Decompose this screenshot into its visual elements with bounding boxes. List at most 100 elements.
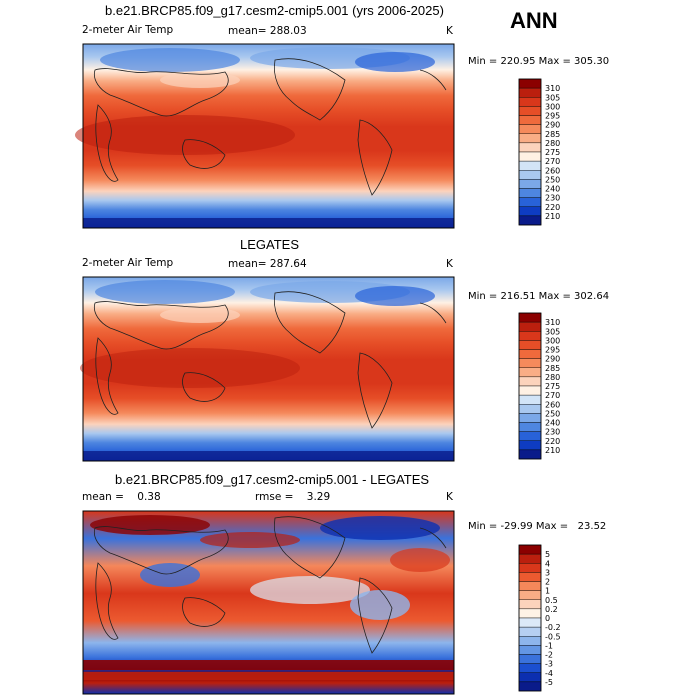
colorbar-diff-frame: [518, 544, 542, 692]
colorbar-obs-tick-label: 300: [545, 336, 560, 345]
panel-2-variable-label: 2-meter Air Temp: [82, 257, 174, 269]
panel-3-minmax: Min = -29.99 Max = 23.52: [468, 521, 607, 532]
colorbar-diff-swatch: [518, 654, 542, 664]
colorbar-obs-swatch: [518, 449, 542, 460]
colorbar-diff-tick-label: -4: [545, 669, 553, 678]
colorbar-diff-tick-label: -3: [545, 660, 553, 669]
colorbar-model-swatch: [518, 151, 542, 162]
colorbar-obs-swatch: [518, 404, 542, 414]
colorbar-obs-tick-label: 240: [545, 419, 560, 428]
panel-1-map: [75, 43, 455, 229]
colorbar-model-frame: [518, 78, 542, 226]
colorbar-obs-swatch: [518, 321, 542, 332]
colorbar-diff-tick-label: 1: [545, 587, 550, 596]
colorbar-model-swatch: [518, 215, 542, 226]
colorbar-obs-tick-label: 290: [545, 355, 560, 364]
colorbar-diff-swatch: [518, 617, 542, 628]
colorbar-diff-swatch: [518, 672, 542, 683]
colorbar-model-swatch: [518, 188, 542, 198]
colorbar-obs-swatch: [518, 312, 542, 323]
colorbar-obs-tick-label: 210: [545, 446, 560, 455]
colorbar-obs-swatch: [518, 422, 542, 432]
colorbar-obs: 3103053002952902852802752702602502402302…: [518, 312, 560, 460]
colorbar-diff-tick-label: -5: [545, 678, 553, 687]
colorbar-model-tick-label: 275: [545, 148, 560, 157]
colorbar-model-tick-label: 280: [545, 139, 560, 148]
colorbar-obs-tick-label: 260: [545, 400, 560, 409]
colorbar-model-tick-label: 260: [545, 166, 560, 175]
colorbar-obs-tick-label: 230: [545, 428, 560, 437]
panel-1-units-label: K: [446, 25, 453, 37]
panel-1-mean-label: mean= 288.03: [228, 25, 307, 37]
colorbar-diff-swatch: [518, 626, 542, 637]
colorbar-obs-swatch: [518, 349, 542, 359]
colorbar-diff-tick-label: 0.2: [545, 605, 558, 614]
colorbar-model-tick-label: 300: [545, 102, 560, 111]
colorbar-obs-swatch: [518, 331, 542, 341]
colorbar-obs-swatch: [518, 385, 542, 396]
panel-1-title: b.e21.BRCP85.f09_g17.cesm2-cmip5.001 (yr…: [105, 3, 444, 18]
colorbar-model-swatch: [518, 124, 542, 134]
colorbar-diff-swatch: [518, 553, 542, 564]
colorbar-obs-swatch: [518, 358, 542, 368]
colorbar-model-swatch: [518, 133, 542, 144]
panel-3-map: [82, 510, 455, 695]
colorbar-obs-tick-label: 250: [545, 409, 560, 418]
panel-2-map: [80, 276, 455, 462]
panel-2-title: LEGATES: [240, 237, 300, 252]
colorbar-model-swatch: [518, 206, 542, 217]
colorbar-model-tick-label: 270: [545, 157, 560, 166]
panel-3-mean-label: mean = 0.38: [82, 491, 161, 503]
colorbar-obs-swatch: [518, 340, 542, 350]
colorbar-diff-swatch: [518, 599, 542, 610]
panel-3-rmse-label: rmse = 3.29: [255, 491, 331, 503]
colorbar-obs-tick-label: 295: [545, 346, 560, 355]
colorbar-model-swatch: [518, 115, 542, 125]
colorbar-model-swatch: [518, 106, 542, 116]
colorbar-diff-swatch: [518, 681, 542, 692]
colorbar-model-tick-label: 250: [545, 175, 560, 184]
colorbar-diff-swatch: [518, 636, 542, 646]
colorbar-diff-tick-label: 5: [545, 550, 550, 559]
colorbar-diff-tick-label: 0: [545, 614, 550, 623]
colorbar-obs-tick-label: 310: [545, 318, 560, 327]
colorbar-model-tick-label: 285: [545, 130, 560, 139]
colorbar-diff-swatch: [518, 563, 542, 573]
colorbar-obs-tick-label: 270: [545, 391, 560, 400]
colorbar-diff-swatch: [518, 608, 542, 619]
colorbar-model-swatch: [518, 160, 542, 171]
colorbar-model-swatch: [518, 87, 542, 98]
colorbar-diff-tick-label: -2: [545, 651, 553, 660]
colorbar-model-swatch: [518, 197, 542, 207]
colorbar-diff-swatch: [518, 645, 542, 655]
colorbar-model-tick-label: 210: [545, 212, 560, 221]
colorbar-diff-tick-label: -0.5: [545, 632, 561, 641]
colorbar-obs-swatch: [518, 394, 542, 405]
colorbar-model-tick-label: 290: [545, 121, 560, 130]
panel-1-minmax: Min = 220.95 Max = 305.30: [468, 56, 610, 67]
colorbar-model-tick-label: 220: [545, 203, 560, 212]
colorbar-model-tick-label: 295: [545, 112, 560, 121]
colorbar-model: 3103053002952902852802752702602502402302…: [518, 78, 560, 226]
colorbar-model-swatch: [518, 179, 542, 189]
panel-3-title: b.e21.BRCP85.f09_g17.cesm2-cmip5.001 - L…: [115, 472, 430, 487]
colorbar-model-tick-label: 230: [545, 194, 560, 203]
colorbar-diff-swatch: [518, 590, 542, 600]
colorbar-diff-tick-label: 4: [545, 559, 550, 568]
colorbar-obs-tick-label: 275: [545, 382, 560, 391]
colorbar-diff-swatch: [518, 544, 542, 555]
panel-1-variable-label: 2-meter Air Temp: [82, 24, 174, 36]
colorbar-obs-swatch: [518, 367, 542, 378]
colorbar-diff-swatch: [518, 581, 542, 591]
season-label: ANN: [510, 8, 558, 33]
colorbar-model-swatch: [518, 170, 542, 180]
colorbar-obs-swatch: [518, 413, 542, 423]
colorbar-diff-tick-label: -1: [545, 641, 553, 650]
colorbar-model-tick-label: 305: [545, 93, 560, 102]
panel-3-units-label: K: [446, 491, 453, 503]
colorbar-obs-swatch: [518, 440, 542, 451]
colorbar-diff-tick-label: 0.5: [545, 596, 558, 605]
colorbar-diff-tick-label: -0.2: [545, 623, 561, 632]
colorbar-obs-swatch: [518, 431, 542, 441]
